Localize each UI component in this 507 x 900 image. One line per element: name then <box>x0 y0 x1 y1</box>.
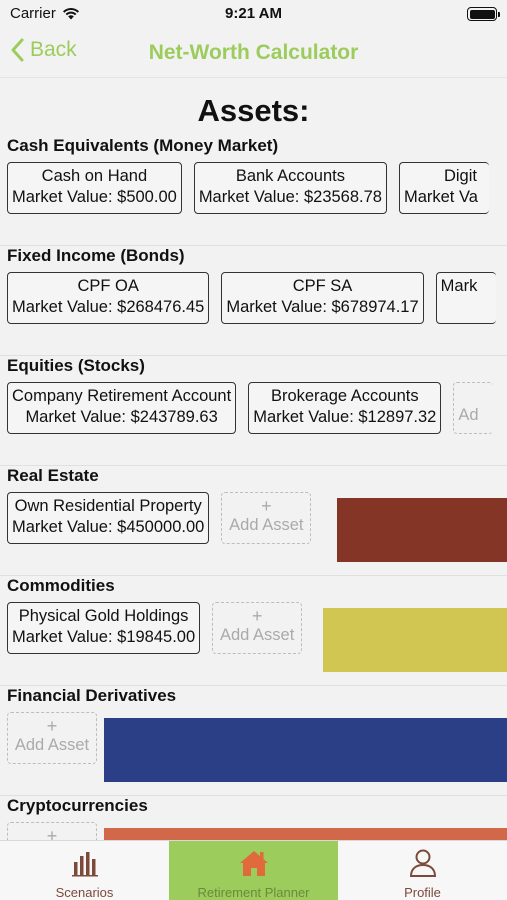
status-bar: Carrier 9:21 AM <box>0 0 507 30</box>
category-color-bar <box>323 608 507 672</box>
section-financial-derivatives: Financial Derivatives + Add Asset <box>0 686 507 796</box>
back-button[interactable]: Back <box>10 38 77 62</box>
assets-heading: Assets: <box>197 93 310 128</box>
asset-name: Bank Accounts <box>235 167 345 185</box>
asset-card[interactable]: CPF SA Market Value: $678974.17 <box>221 272 424 324</box>
asset-value: Market Value: $500.00 <box>12 188 177 206</box>
asset-row[interactable]: Own Residential Property Market Value: $… <box>7 492 312 544</box>
add-asset-button[interactable]: + Add Asset <box>7 822 97 840</box>
tab-retirement-planner[interactable]: Retirement Planner <box>169 841 338 900</box>
person-icon <box>409 849 436 877</box>
navigation-bar: Back Net-Worth Calculator <box>0 30 507 78</box>
add-asset-label: Add Asset <box>14 736 90 754</box>
asset-row[interactable]: CPF OA Market Value: $268476.45 CPF SA M… <box>7 272 496 324</box>
asset-card[interactable]: Cash on Hand Market Value: $500.00 <box>7 162 182 214</box>
plus-icon: + <box>46 826 58 840</box>
asset-row[interactable]: + Add Asset <box>7 712 97 764</box>
category-color-bar <box>104 718 507 782</box>
asset-value: Mark <box>440 277 478 295</box>
asset-name: Company Retirement Account <box>12 387 232 405</box>
asset-value: Market Value: $23568.78 <box>198 188 382 206</box>
tab-label: Scenarios <box>55 885 114 900</box>
carrier-indicator: Carrier <box>10 5 80 22</box>
asset-name: CPF SA <box>292 277 353 295</box>
asset-name: Physical Gold Holdings <box>18 607 189 625</box>
asset-card[interactable]: Company Retirement Account Market Value:… <box>7 382 237 434</box>
asset-name: Brokerage Accounts <box>270 387 419 405</box>
asset-card[interactable]: Brokerage Accounts Market Value: $12897.… <box>248 382 442 434</box>
plus-icon: + <box>46 716 58 736</box>
section-title: Real Estate <box>7 466 99 485</box>
assets-scroll-view[interactable]: Assets: Cash Equivalents (Money Market) … <box>0 79 507 840</box>
add-asset-label: Ad <box>458 406 479 424</box>
section-cryptocurrencies: Cryptocurrencies + Add Asset <box>0 796 507 840</box>
add-asset-label: Add Asset <box>229 516 304 534</box>
add-asset-button[interactable]: + Add Asset <box>212 602 303 654</box>
section-equities: Equities (Stocks) Company Retirement Acc… <box>0 356 507 466</box>
asset-value: Market Va <box>403 188 478 206</box>
plus-icon: + <box>251 606 263 626</box>
section-title: Cryptocurrencies <box>7 796 148 815</box>
section-title: Fixed Income (Bonds) <box>7 246 185 265</box>
page-title: Net-Worth Calculator <box>148 41 359 64</box>
asset-card[interactable]: Physical Gold Holdings Market Value: $19… <box>7 602 201 654</box>
bar-chart-icon <box>71 852 98 877</box>
category-color-bar <box>337 498 507 562</box>
section-title: Financial Derivatives <box>7 686 177 705</box>
asset-name: CPF OA <box>77 277 139 295</box>
tab-bar: Scenarios Retirement Planner Profile <box>0 840 507 900</box>
asset-row[interactable]: Company Retirement Account Market Value:… <box>7 382 494 434</box>
add-asset-button-partial[interactable]: Ad <box>453 382 494 434</box>
asset-card-partial[interactable]: Mark <box>435 272 496 324</box>
category-color-bar <box>104 828 507 840</box>
section-commodities: Commodities Physical Gold Holdings Marke… <box>0 576 507 686</box>
section-title: Equities (Stocks) <box>7 356 145 375</box>
asset-value: Market Value: $268476.45 <box>12 298 205 316</box>
wifi-icon <box>62 7 79 20</box>
section-fixed-income: Fixed Income (Bonds) CPF OA Market Value… <box>0 246 507 356</box>
section-real-estate: Real Estate Own Residential Property Mar… <box>0 466 507 576</box>
section-title: Cash Equivalents (Money Market) <box>7 136 279 155</box>
tab-profile[interactable]: Profile <box>338 841 507 900</box>
asset-name: Cash on Hand <box>41 167 148 185</box>
asset-value: Market Value: $678974.17 <box>226 298 419 316</box>
house-icon <box>239 851 268 876</box>
asset-card[interactable]: Own Residential Property Market Value: $… <box>7 492 210 544</box>
plus-icon <box>458 387 493 405</box>
asset-value: Market Value: $450000.00 <box>12 518 205 536</box>
asset-value: Market Value: $19845.00 <box>12 628 196 646</box>
add-asset-button[interactable]: + Add Asset <box>7 712 97 764</box>
tab-scenarios[interactable]: Scenarios <box>0 841 169 900</box>
chevron-left-icon <box>11 38 24 62</box>
carrier-label: Carrier <box>10 5 56 22</box>
asset-card[interactable]: CPF OA Market Value: $268476.45 <box>7 272 210 324</box>
asset-name: Own Residential Property <box>14 497 202 515</box>
asset-card[interactable]: Bank Accounts Market Value: $23568.78 <box>193 162 387 214</box>
status-time: 9:21 AM <box>225 5 282 22</box>
add-asset-button[interactable]: + Add Asset <box>221 492 312 544</box>
add-asset-label: Add Asset <box>220 626 295 644</box>
asset-row[interactable]: Cash on Hand Market Value: $500.00 Bank … <box>7 162 489 214</box>
asset-row[interactable]: + Add Asset <box>7 822 97 840</box>
asset-row[interactable]: Physical Gold Holdings Market Value: $19… <box>7 602 303 654</box>
plus-icon: + <box>261 496 272 516</box>
section-title: Commodities <box>7 576 115 595</box>
asset-value: Market Value: $12897.32 <box>253 408 437 426</box>
battery-icon <box>467 7 500 21</box>
asset-value: Market Value: $243789.63 <box>25 408 218 426</box>
back-label: Back <box>30 38 77 61</box>
asset-name: Digit <box>443 167 477 185</box>
section-cash-equivalents: Cash Equivalents (Money Market) Cash on … <box>0 136 507 246</box>
tab-label: Retirement Planner <box>197 885 310 900</box>
asset-card-partial[interactable]: Digit Market Va <box>398 162 489 214</box>
tab-label: Profile <box>404 885 441 900</box>
